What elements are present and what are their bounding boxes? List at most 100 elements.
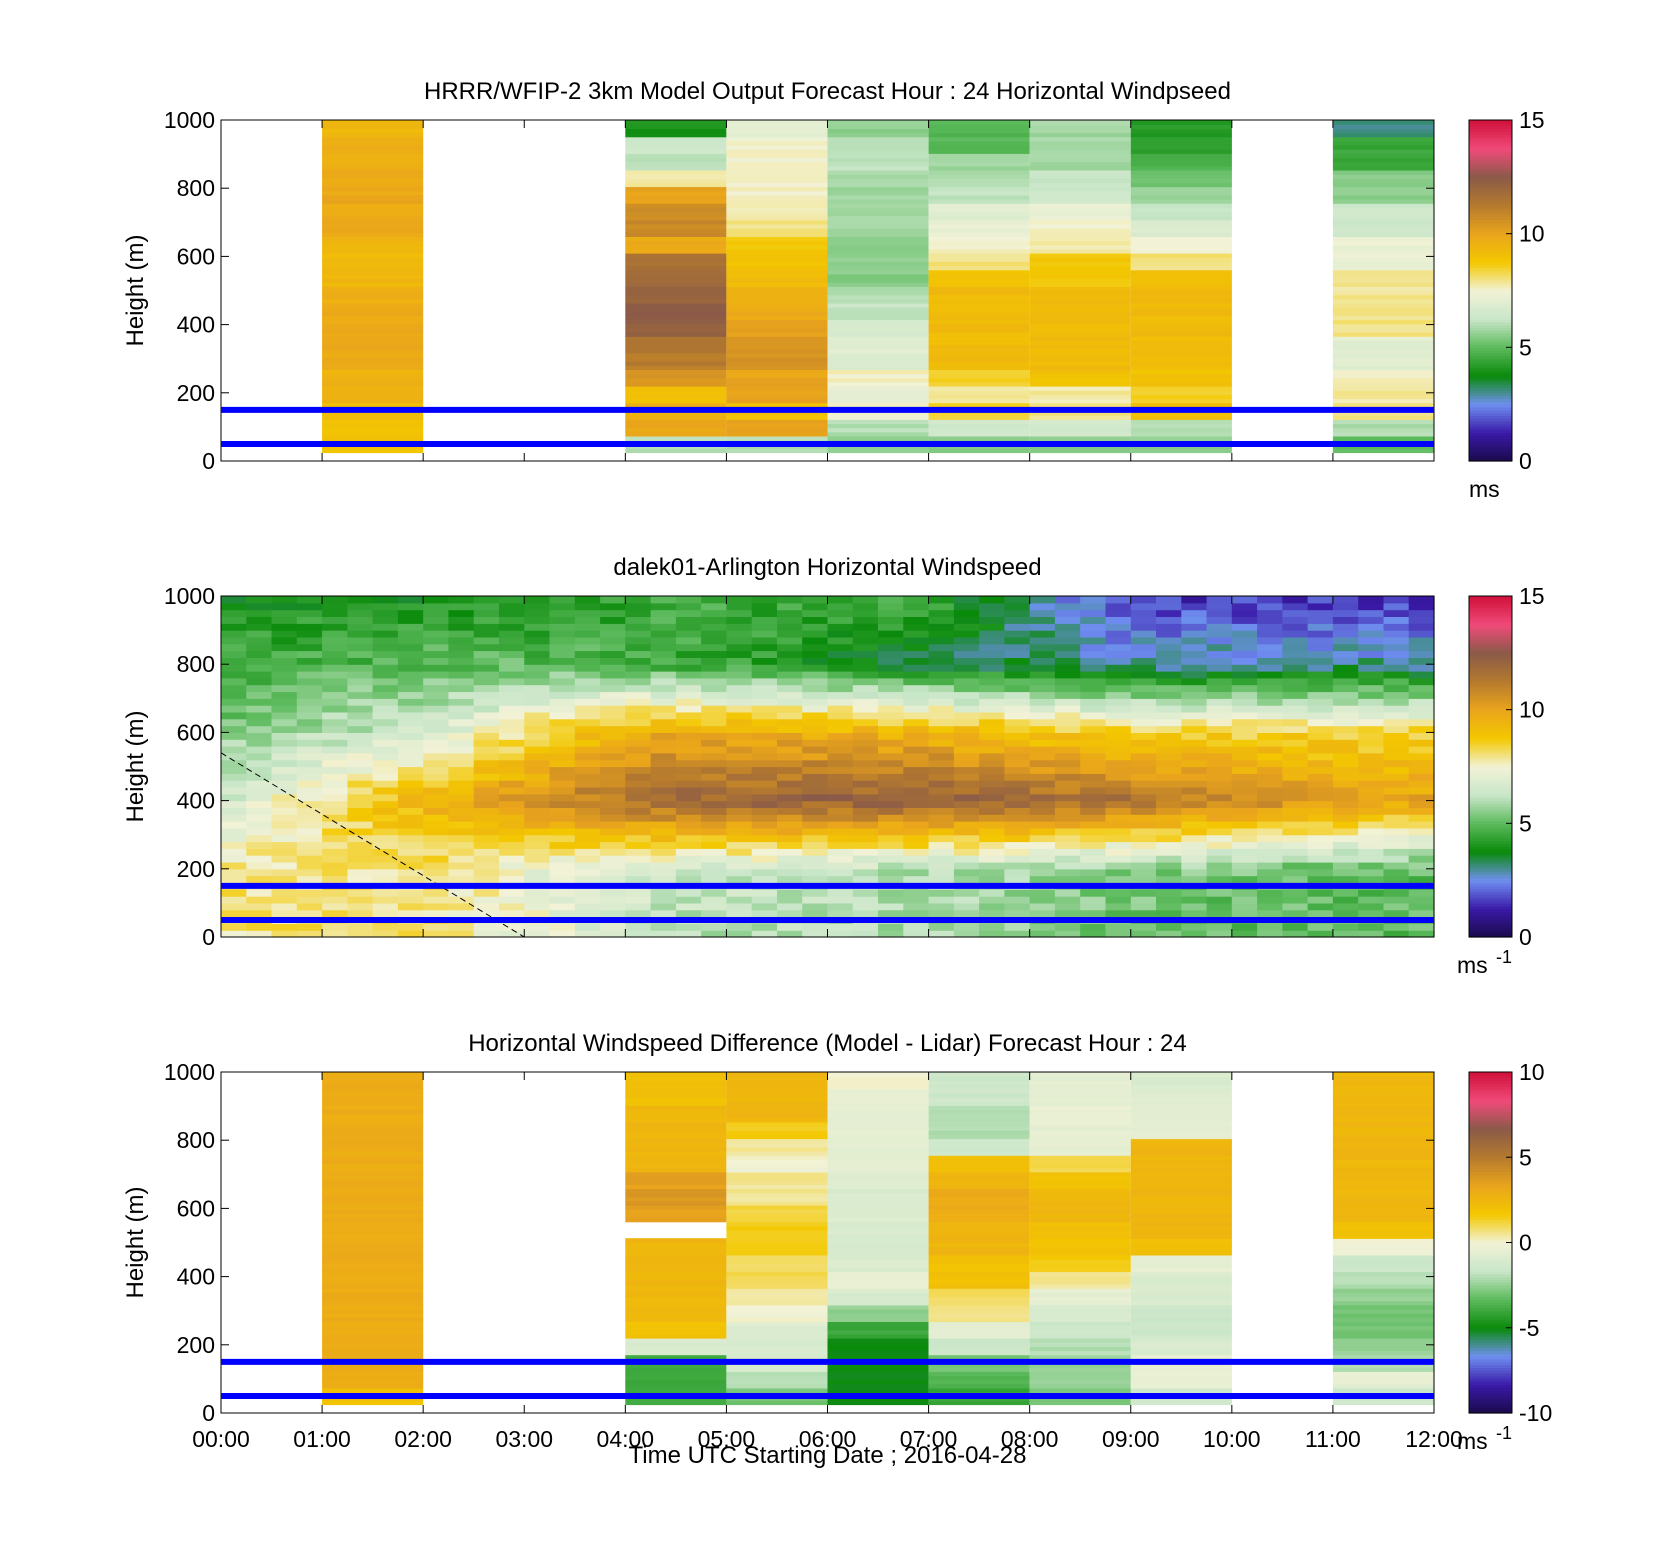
heatmap-cell xyxy=(726,178,828,183)
heatmap-cell xyxy=(928,327,1030,333)
heatmap-cell xyxy=(473,875,500,883)
colorbar-swatch xyxy=(1469,1285,1512,1289)
heatmap-cell xyxy=(1029,766,1056,774)
heatmap-cell xyxy=(1130,1284,1232,1289)
heatmap-cell xyxy=(1181,671,1208,679)
heatmap-cell xyxy=(1332,596,1359,604)
heatmap-cell xyxy=(802,787,829,795)
heatmap-cell xyxy=(1383,766,1410,774)
heatmap-cell xyxy=(953,759,980,768)
heatmap-cell xyxy=(1358,868,1385,877)
colorbar-swatch xyxy=(1469,1322,1512,1326)
heatmap-cell xyxy=(701,787,727,795)
heatmap-cell xyxy=(1332,1250,1434,1256)
heatmap-cell xyxy=(574,896,601,904)
heatmap-cell xyxy=(1358,664,1385,672)
colorbar-swatch xyxy=(1469,1336,1512,1340)
heatmap-cell xyxy=(1307,889,1334,897)
heatmap-cell xyxy=(423,664,450,672)
x-tick-label: 08:00 xyxy=(1001,1426,1059,1452)
y-axis-label: Height (m) xyxy=(122,710,149,822)
heatmap-cell xyxy=(549,623,576,631)
heatmap-cell xyxy=(852,780,879,788)
heatmap-cell xyxy=(473,739,500,747)
heatmap-cell xyxy=(372,787,399,795)
heatmap-cell xyxy=(827,1350,929,1356)
heatmap-cell xyxy=(322,315,424,321)
heatmap-cell xyxy=(296,923,323,931)
heatmap-cell xyxy=(726,1284,828,1289)
heatmap-cell xyxy=(827,352,929,358)
heatmap-cell xyxy=(1130,1175,1232,1181)
heatmap-cell xyxy=(1004,609,1031,617)
heatmap-cell xyxy=(726,244,828,250)
heatmap-cell xyxy=(928,190,1030,196)
heatmap-cell xyxy=(322,132,424,138)
heatmap-cell xyxy=(928,1350,1030,1356)
colorbar-swatch xyxy=(1469,1268,1512,1272)
heatmap-cell xyxy=(928,1229,1030,1235)
heatmap-cell xyxy=(726,248,828,254)
heatmap-cell xyxy=(397,821,424,829)
heatmap-cell xyxy=(372,896,399,904)
heatmap-cell xyxy=(625,448,727,454)
heatmap-cell xyxy=(1181,902,1208,911)
heatmap-cell xyxy=(1358,684,1385,693)
heatmap-cell xyxy=(221,746,247,754)
colorbar-swatch xyxy=(1469,627,1512,631)
heatmap-cell xyxy=(1206,718,1233,727)
heatmap-cell xyxy=(878,807,904,815)
heatmap-cell xyxy=(1130,1105,1232,1110)
heatmap-cell xyxy=(827,1333,929,1339)
heatmap-cell xyxy=(726,1126,828,1131)
heatmap-cell xyxy=(625,435,727,441)
heatmap-cell xyxy=(625,1092,727,1098)
heatmap-cell xyxy=(1181,705,1208,713)
heatmap-cell xyxy=(322,211,424,217)
heatmap-cell xyxy=(1105,636,1132,645)
heatmap-cell xyxy=(600,787,626,795)
heatmap-cell xyxy=(1332,207,1434,213)
y-tick-label: 200 xyxy=(177,380,215,406)
heatmap-cell xyxy=(600,848,626,856)
heatmap-cell xyxy=(726,415,828,420)
heatmap-cell xyxy=(296,759,323,768)
heatmap-cell xyxy=(827,1238,929,1243)
heatmap-cell xyxy=(1332,132,1434,138)
heatmap-cell xyxy=(1105,725,1132,733)
heatmap-cell xyxy=(1130,862,1157,870)
heatmap-cell xyxy=(1206,698,1233,706)
heatmap-cell xyxy=(827,1146,929,1152)
heatmap-cell xyxy=(397,909,424,918)
heatmap-cell xyxy=(322,691,348,699)
heatmap-cell xyxy=(625,265,727,271)
heatmap-cell xyxy=(322,1130,424,1135)
heatmap-cell xyxy=(701,793,727,802)
colorbar-swatch xyxy=(1469,689,1512,694)
heatmap-cell xyxy=(372,623,399,631)
heatmap-cell xyxy=(1130,386,1232,391)
heatmap-cell xyxy=(448,746,475,754)
heatmap-cell xyxy=(625,427,727,433)
heatmap-cell xyxy=(928,609,955,617)
heatmap-cell xyxy=(1080,807,1107,815)
heatmap-cell xyxy=(1004,759,1031,768)
heatmap-cell xyxy=(322,386,424,391)
heatmap-cell xyxy=(574,841,601,849)
heatmap-cell xyxy=(726,1209,828,1214)
heatmap-cell xyxy=(1105,834,1132,843)
heatmap-cell xyxy=(928,1292,1030,1298)
heatmap-cell xyxy=(827,1080,929,1086)
heatmap-cell xyxy=(903,616,930,624)
heatmap-cell xyxy=(802,630,829,638)
heatmap-cell xyxy=(1332,609,1359,617)
heatmap-cell xyxy=(1332,1126,1434,1131)
colorbar-swatch xyxy=(1469,407,1512,411)
colorbar-swatch xyxy=(1469,443,1512,448)
colorbar-swatch xyxy=(1469,1339,1512,1343)
colorbar-swatch xyxy=(1469,812,1512,816)
colorbar-swatch xyxy=(1469,1279,1512,1283)
heatmap-cell xyxy=(1130,602,1157,611)
heatmap-cell xyxy=(650,821,677,829)
heatmap-cell xyxy=(1358,909,1385,918)
